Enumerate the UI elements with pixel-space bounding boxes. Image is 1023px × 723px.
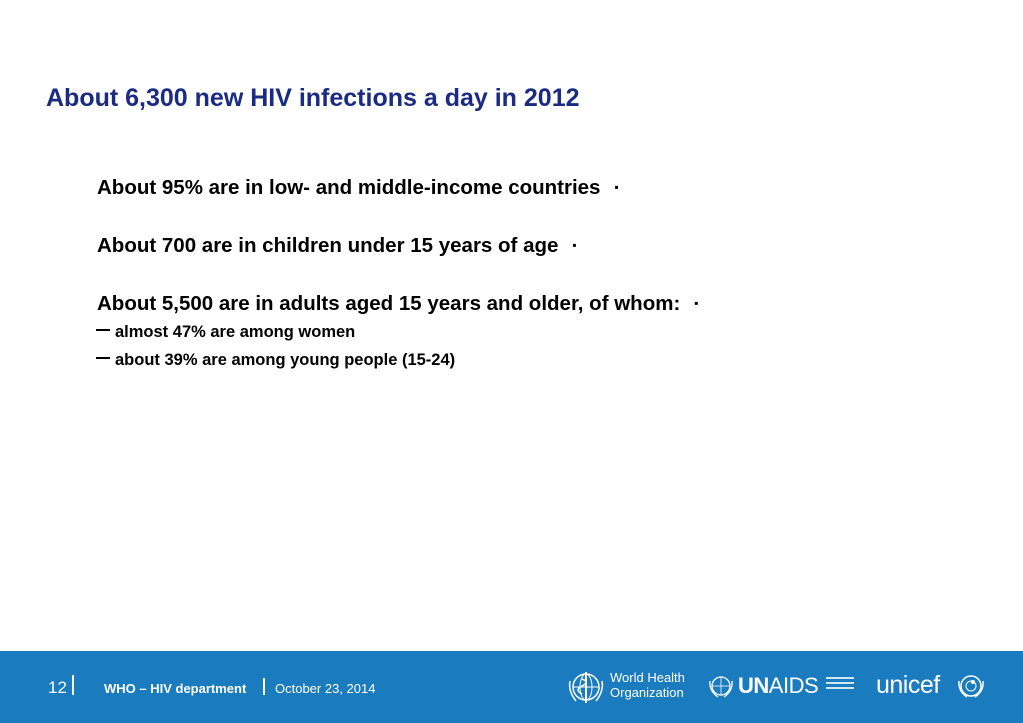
divider: [263, 678, 265, 695]
who-line-1: World Health: [610, 670, 685, 685]
unaids-wordmark-rest: AIDS: [768, 673, 819, 698]
who-wordmark: World Health Organization: [610, 670, 685, 700]
slide-title: About 6,300 new HIV infections a day in …: [46, 84, 580, 112]
unaids-wordmark: UNAIDS: [738, 673, 819, 699]
bullet-item: About 5,500 are in adults aged 15 years …: [97, 292, 699, 316]
date-label: October 23, 2014: [275, 681, 376, 696]
unicef-emblem-icon: [958, 675, 984, 698]
bullet-text: About 95% are in low- and middle-income …: [97, 176, 601, 199]
bullet-marker-icon: ▪: [614, 180, 619, 194]
bullet-marker-icon: ▪: [694, 296, 699, 310]
page-number: 12: [48, 678, 67, 697]
bullet-text: About 5,500 are in adults aged 15 years …: [97, 292, 681, 315]
unaids-wordmark-bold: UN: [738, 673, 769, 698]
bullet-marker-icon: ▪: [572, 238, 577, 252]
divider: [72, 675, 74, 695]
footer-bar: 12 WHO – HIV department October 23, 2014…: [0, 651, 1023, 723]
unicef-wordmark: unicef: [876, 671, 940, 699]
sub-bullet-item: almost 47% are among women: [96, 323, 355, 342]
who-emblem-icon: [568, 672, 604, 703]
dash-icon: [96, 357, 110, 359]
sub-bullet-item: about 39% are among young people (15-24): [96, 351, 455, 370]
bullet-item: About 700 are in children under 15 years…: [97, 234, 577, 258]
who-line-2: Organization: [610, 685, 684, 700]
bullet-item: About 95% are in low- and middle-income …: [97, 176, 619, 200]
sub-bullet-text: almost 47% are among women: [115, 323, 356, 341]
sub-bullet-text: about 39% are among young people (15-24): [115, 351, 456, 369]
un-emblem-icon: [709, 676, 733, 698]
department-label: WHO – HIV department: [104, 681, 247, 696]
who-logo: World Health Organization: [566, 667, 690, 707]
bullet-text: About 700 are in children under 15 years…: [97, 234, 559, 257]
unaids-small-print: [826, 677, 854, 697]
dash-icon: [96, 329, 110, 331]
